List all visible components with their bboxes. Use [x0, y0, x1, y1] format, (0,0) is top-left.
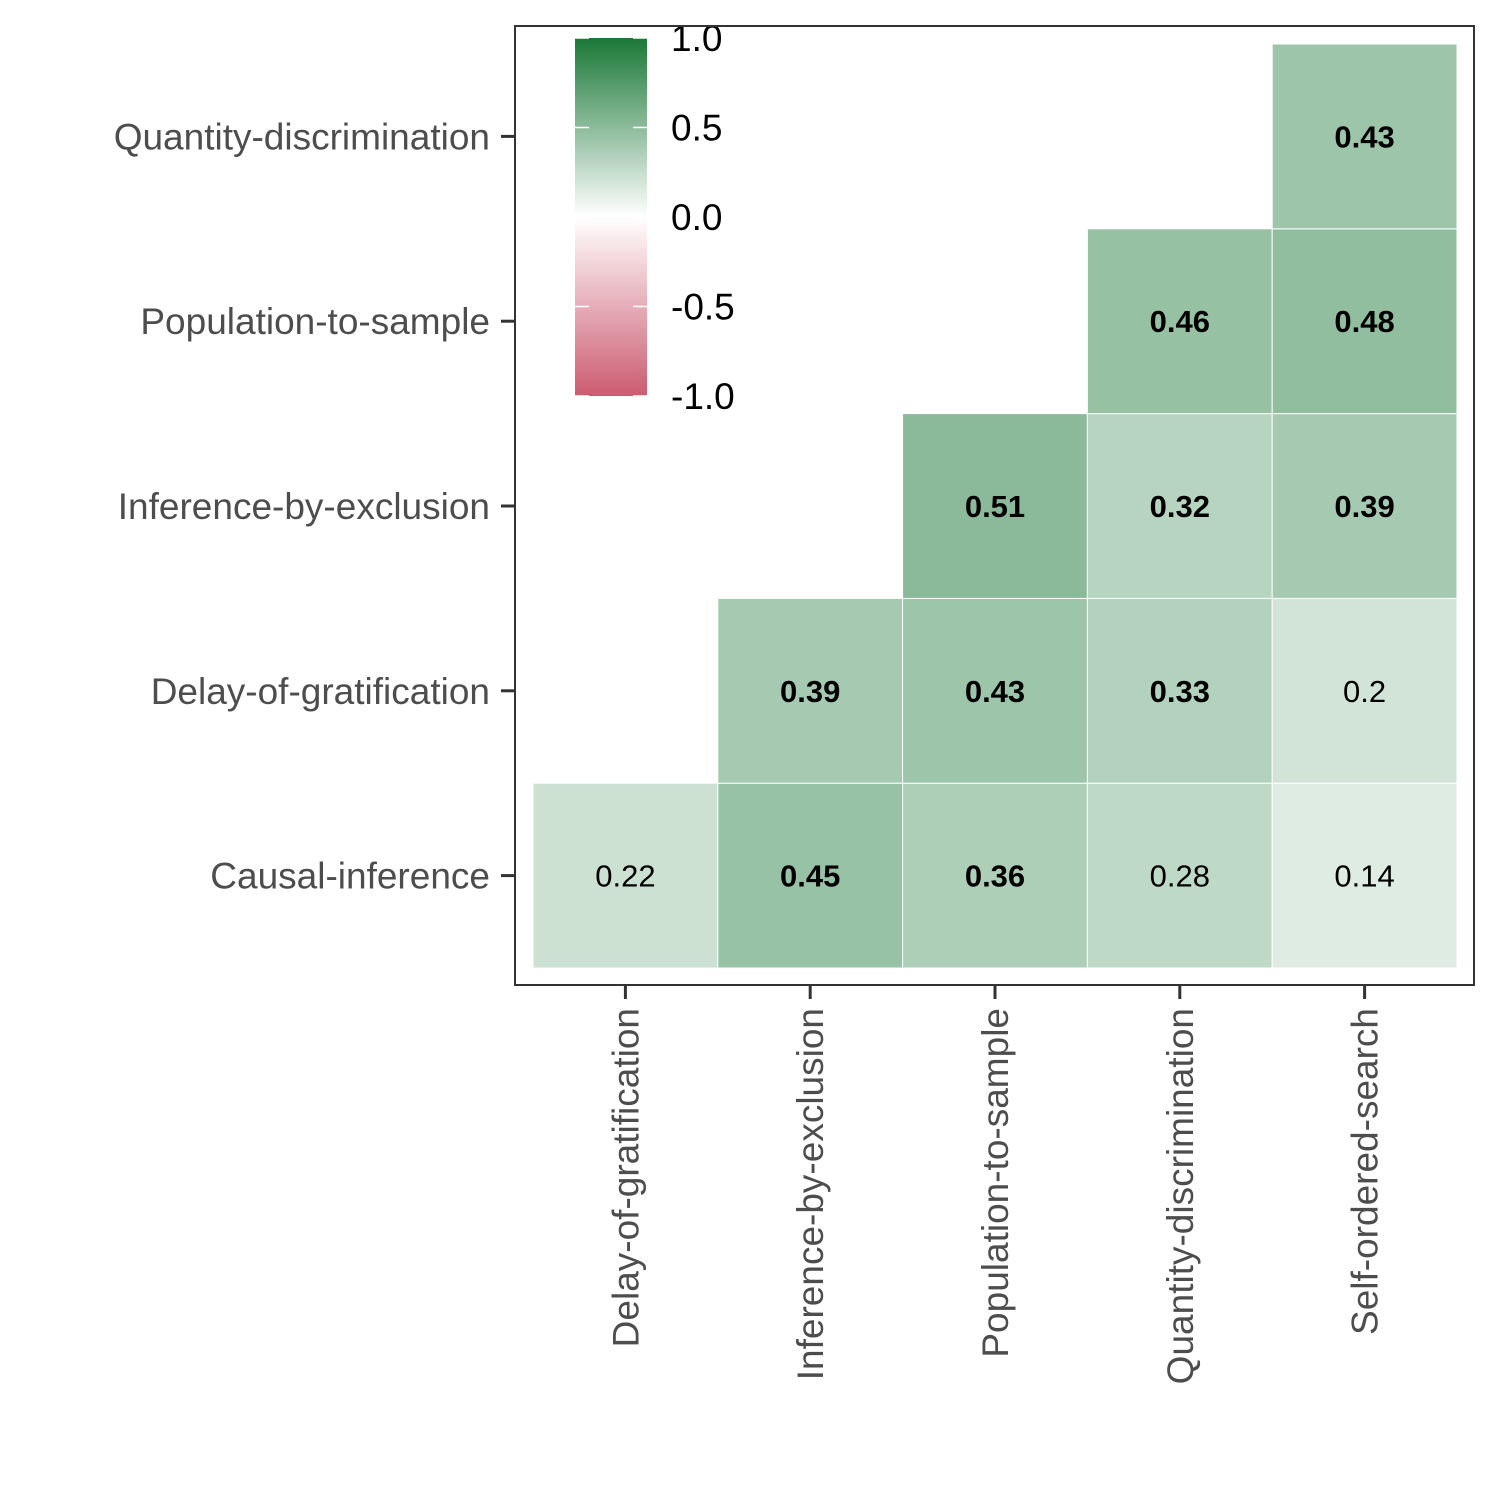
heatmap-cells: 0.22 0.45 0.36 0.28 0.14 0.39 0.43 0.33 0.2 0.51 0… — [532, 43, 1458, 969]
cell-value-label: 0.46 — [1150, 304, 1210, 339]
cell-value-label: 0.28 — [1150, 859, 1210, 894]
color-legend: 1.0 0.5 0.0 -0.5 -1.0 — [575, 18, 735, 417]
y-axis-tick-label: Delay-of-gratification — [151, 671, 490, 712]
y-axis-tick-label: Quantity-discrimination — [114, 116, 490, 157]
heatmap-cell — [1271, 43, 1458, 230]
y-axis-tick-label: Population-to-sample — [140, 301, 490, 342]
heatmap-cell — [902, 782, 1088, 969]
heatmap-cell — [717, 597, 904, 784]
x-axis-tick-label: Delay-of-gratification — [605, 1008, 646, 1347]
y-axis-tick-label: Inference-by-exclusion — [118, 486, 490, 527]
cell-value-label: 0.22 — [595, 859, 655, 894]
cell-value-label: 0.2 — [1343, 674, 1386, 709]
legend-tick-label: 0.0 — [671, 197, 722, 238]
cell-value-label: 0.43 — [1334, 119, 1394, 154]
legend-tick-label: -1.0 — [671, 376, 735, 417]
heatmap-cell — [1086, 228, 1273, 415]
cell-value-label: 0.39 — [780, 674, 840, 709]
cell-value-label: 0.32 — [1150, 489, 1210, 524]
cell-value-label: 0.48 — [1334, 304, 1394, 339]
legend-tick-label: -0.5 — [671, 287, 735, 328]
cell-value-label: 0.36 — [965, 859, 1025, 894]
heatmap-cell — [1271, 597, 1458, 784]
heatmap-cell — [1271, 228, 1458, 415]
legend-tick-label: 0.5 — [671, 108, 722, 149]
cell-value-label: 0.43 — [965, 674, 1025, 709]
y-axis-tick-label: Causal-inference — [210, 856, 490, 897]
heatmap-cell — [1086, 413, 1273, 599]
heatmap-cell — [902, 413, 1088, 599]
heatmap-cell — [532, 782, 719, 969]
x-axis-tick-label: Population-to-sample — [975, 1008, 1016, 1358]
axes: Causal-inference Delay-of-gratification In… — [114, 116, 1386, 1384]
x-axis-tick-label: Self-ordered-search — [1345, 1008, 1386, 1335]
cell-value-label: 0.39 — [1334, 489, 1394, 524]
heatmap-cell — [1086, 597, 1273, 784]
cell-value-label: 0.33 — [1150, 674, 1210, 709]
x-axis-tick-label: Inference-by-exclusion — [790, 1008, 831, 1380]
heatmap-cell — [1271, 413, 1458, 599]
x-axis-tick-label: Quantity-discrimination — [1160, 1008, 1201, 1384]
cell-value-label: 0.14 — [1334, 859, 1394, 894]
cell-value-label: 0.45 — [780, 859, 840, 894]
legend-tick-label: 1.0 — [671, 18, 722, 59]
heatmap-cell — [1271, 782, 1458, 969]
cell-value-label: 0.51 — [965, 489, 1025, 524]
